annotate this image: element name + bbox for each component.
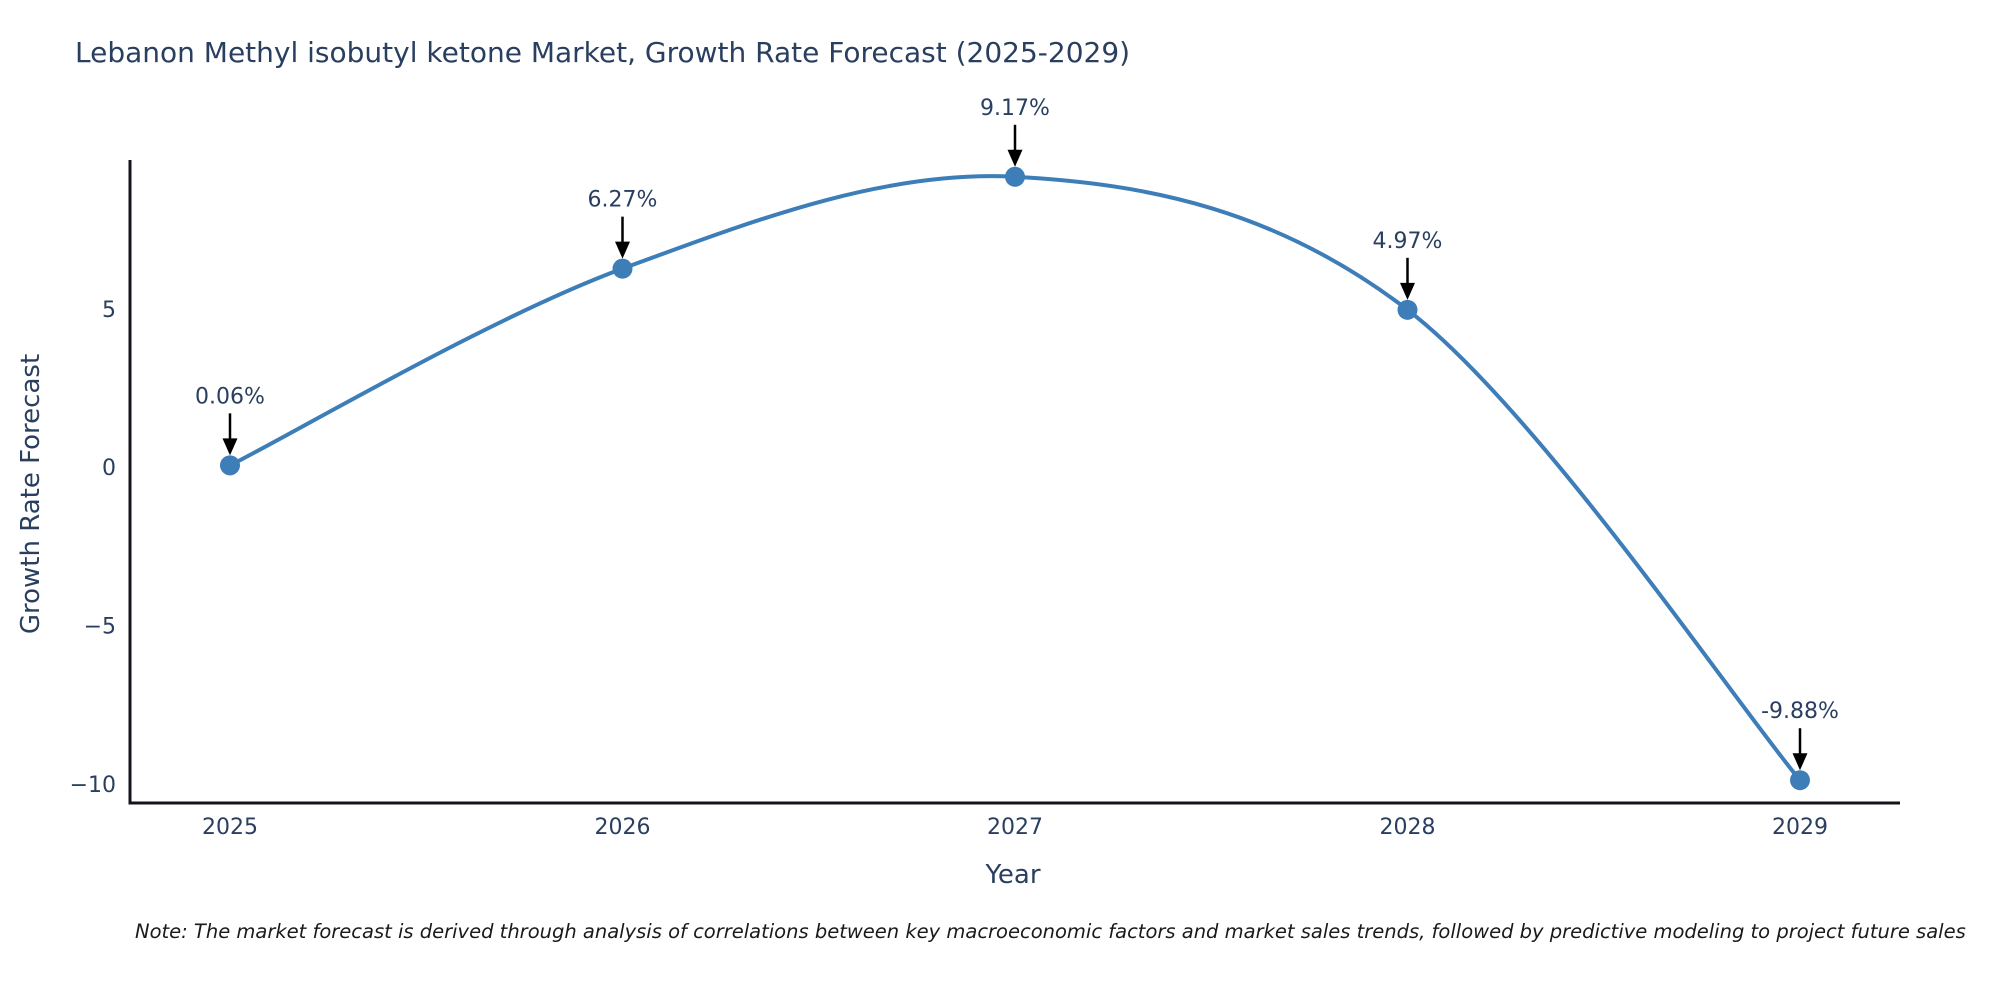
y-tick-label: 0: [102, 456, 116, 481]
line-series: [228, 174, 1802, 783]
annotation-arrow-head-icon: [1792, 753, 1808, 771]
annotation-arrow-head-icon: [1007, 149, 1023, 167]
annotation-arrow-head-icon: [615, 241, 630, 259]
chart-title: Lebanon Methyl isobutyl ketone Market, G…: [75, 36, 1131, 69]
point-label: 0.06%: [195, 384, 265, 409]
data-point: [220, 455, 240, 476]
y-tick-label: −10: [70, 773, 116, 798]
point-label: 9.17%: [980, 96, 1050, 121]
point-label: 6.27%: [588, 188, 658, 213]
annotation-arrow-head-icon: [222, 438, 238, 456]
point-label: -9.88%: [1761, 699, 1839, 724]
data-point: [1005, 166, 1025, 187]
y-tick-label: −5: [84, 615, 116, 640]
data-point: [1790, 770, 1810, 791]
x-tick-label: 2027: [987, 815, 1043, 840]
x-tick-label: 2025: [202, 815, 258, 840]
annotation-arrow-head-icon: [1400, 282, 1415, 300]
data-point: [612, 258, 633, 279]
y-tick-label: 5: [102, 298, 116, 323]
x-tick-label: 2026: [595, 815, 651, 840]
footnote: Note: The market forecast is derived thr…: [135, 920, 1966, 943]
x-axis-title: Year: [985, 860, 1041, 890]
x-tick-label: 2029: [1772, 815, 1828, 840]
point-label: 4.97%: [1373, 229, 1443, 254]
data-point: [1397, 299, 1418, 320]
x-tick-label: 2028: [1380, 815, 1436, 840]
